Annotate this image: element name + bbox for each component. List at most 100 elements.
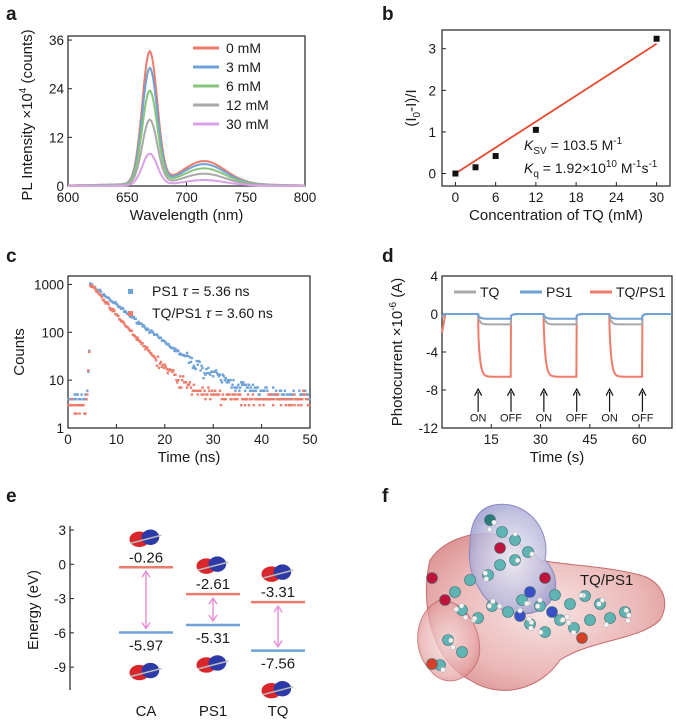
decay-point bbox=[147, 328, 150, 331]
decay-point bbox=[152, 355, 156, 358]
decay-point bbox=[205, 367, 208, 371]
decay-point bbox=[220, 397, 224, 401]
orbital-lobe-blue bbox=[141, 662, 160, 679]
plot-frame-b bbox=[441, 29, 671, 187]
decay-point bbox=[228, 393, 231, 396]
decay-point bbox=[291, 397, 294, 401]
y-tick-label-d: -4 bbox=[426, 345, 438, 360]
orbital-bond bbox=[262, 685, 294, 696]
decay-point bbox=[112, 308, 115, 311]
decay-point bbox=[201, 386, 204, 389]
off-label: OFF bbox=[566, 412, 588, 424]
decay-point bbox=[303, 393, 307, 396]
decay-point bbox=[170, 369, 173, 372]
decay-point bbox=[189, 360, 193, 364]
decay-point bbox=[292, 389, 295, 392]
on-arrow-head bbox=[605, 387, 614, 396]
decay-point bbox=[188, 356, 192, 359]
homo-value: -5.97 bbox=[129, 638, 163, 655]
decay-point bbox=[256, 386, 259, 389]
orbital-bond bbox=[262, 569, 294, 579]
decay-point bbox=[72, 397, 76, 401]
decay-point bbox=[224, 376, 227, 380]
off-label: OFF bbox=[500, 412, 522, 424]
decay-point bbox=[187, 361, 191, 365]
atom bbox=[496, 526, 508, 538]
decay-point bbox=[227, 381, 230, 384]
decay-point bbox=[250, 389, 254, 392]
decay-point bbox=[78, 412, 81, 415]
y-tick-label-c: 1000 bbox=[34, 277, 64, 292]
hydrogen-atom bbox=[538, 629, 544, 635]
decay-point bbox=[85, 397, 88, 401]
decay-point bbox=[87, 370, 90, 373]
decay-point bbox=[188, 381, 192, 384]
decay-point bbox=[296, 397, 299, 401]
y-axis-label-b: (I0-I)/I bbox=[403, 89, 423, 126]
decay-point bbox=[298, 389, 301, 392]
decay-point bbox=[261, 397, 264, 401]
decay-point bbox=[241, 383, 244, 386]
legend-label-d: TQ/PS1 bbox=[616, 284, 666, 300]
y-tick-label-a: 12 bbox=[49, 130, 64, 145]
decay-point bbox=[275, 397, 279, 401]
decay-point bbox=[191, 366, 195, 370]
decay-point bbox=[113, 309, 116, 313]
decay-point bbox=[77, 403, 80, 407]
decay-point bbox=[203, 389, 206, 392]
x-tick-label-d: 60 bbox=[632, 432, 647, 447]
atom bbox=[539, 572, 551, 584]
atom bbox=[494, 542, 506, 554]
decay-point bbox=[140, 322, 143, 326]
legend-label-a: 0 mM bbox=[226, 40, 261, 56]
off-arrow-head bbox=[572, 387, 581, 396]
decay-point bbox=[260, 389, 263, 392]
decay-point bbox=[213, 389, 217, 392]
chart-c: 0 10 20 30 40 50 1 10 100 1000 Time (ns) Counts PS1 … bbox=[11, 275, 318, 466]
decay-point bbox=[186, 354, 190, 358]
y-tick-label-b: 0 bbox=[428, 167, 436, 182]
hydrogen-atom bbox=[512, 531, 518, 537]
decay-point bbox=[204, 373, 207, 376]
series-line-a bbox=[68, 89, 305, 187]
decay-point bbox=[108, 306, 111, 309]
decay-point bbox=[75, 412, 78, 415]
decay-point bbox=[240, 381, 243, 384]
decay-point bbox=[250, 397, 254, 401]
data-point-b bbox=[492, 153, 499, 160]
x-axis-label-a: Wavelength (nm) bbox=[130, 207, 244, 224]
decay-point bbox=[230, 386, 233, 389]
x-tick-label-c: 40 bbox=[254, 432, 269, 447]
decay-point bbox=[172, 346, 175, 350]
decay-point bbox=[136, 322, 139, 325]
decay-point bbox=[201, 366, 204, 370]
decay-point bbox=[156, 355, 160, 358]
decay-point bbox=[163, 363, 166, 366]
decay-point bbox=[87, 369, 90, 372]
hydrogen-atom bbox=[570, 629, 577, 636]
decay-points-tqps1 bbox=[67, 284, 311, 415]
decay-point bbox=[143, 325, 146, 328]
decay-point bbox=[262, 403, 265, 407]
decay-point bbox=[274, 393, 278, 396]
x-tick-label-b: 6 bbox=[492, 190, 500, 205]
decay-point bbox=[214, 369, 218, 372]
decay-point bbox=[150, 352, 153, 355]
orbital-lobe-blue bbox=[273, 680, 292, 697]
decay-point bbox=[153, 356, 157, 360]
decay-point bbox=[119, 318, 122, 321]
decay-point bbox=[233, 386, 236, 389]
decay-point bbox=[240, 403, 243, 407]
series-line-a bbox=[68, 118, 305, 187]
decay-point bbox=[229, 378, 232, 382]
decay-point bbox=[173, 349, 176, 353]
decay-point bbox=[167, 369, 170, 372]
decay-point bbox=[143, 345, 146, 348]
y-tick-label-c: 1 bbox=[56, 421, 64, 436]
decay-point bbox=[288, 393, 291, 396]
hydrogen-atom bbox=[526, 616, 532, 622]
orbital-lobe-blue bbox=[141, 529, 160, 545]
decay-point bbox=[146, 346, 149, 350]
legend-label-d: TQ bbox=[480, 284, 500, 300]
